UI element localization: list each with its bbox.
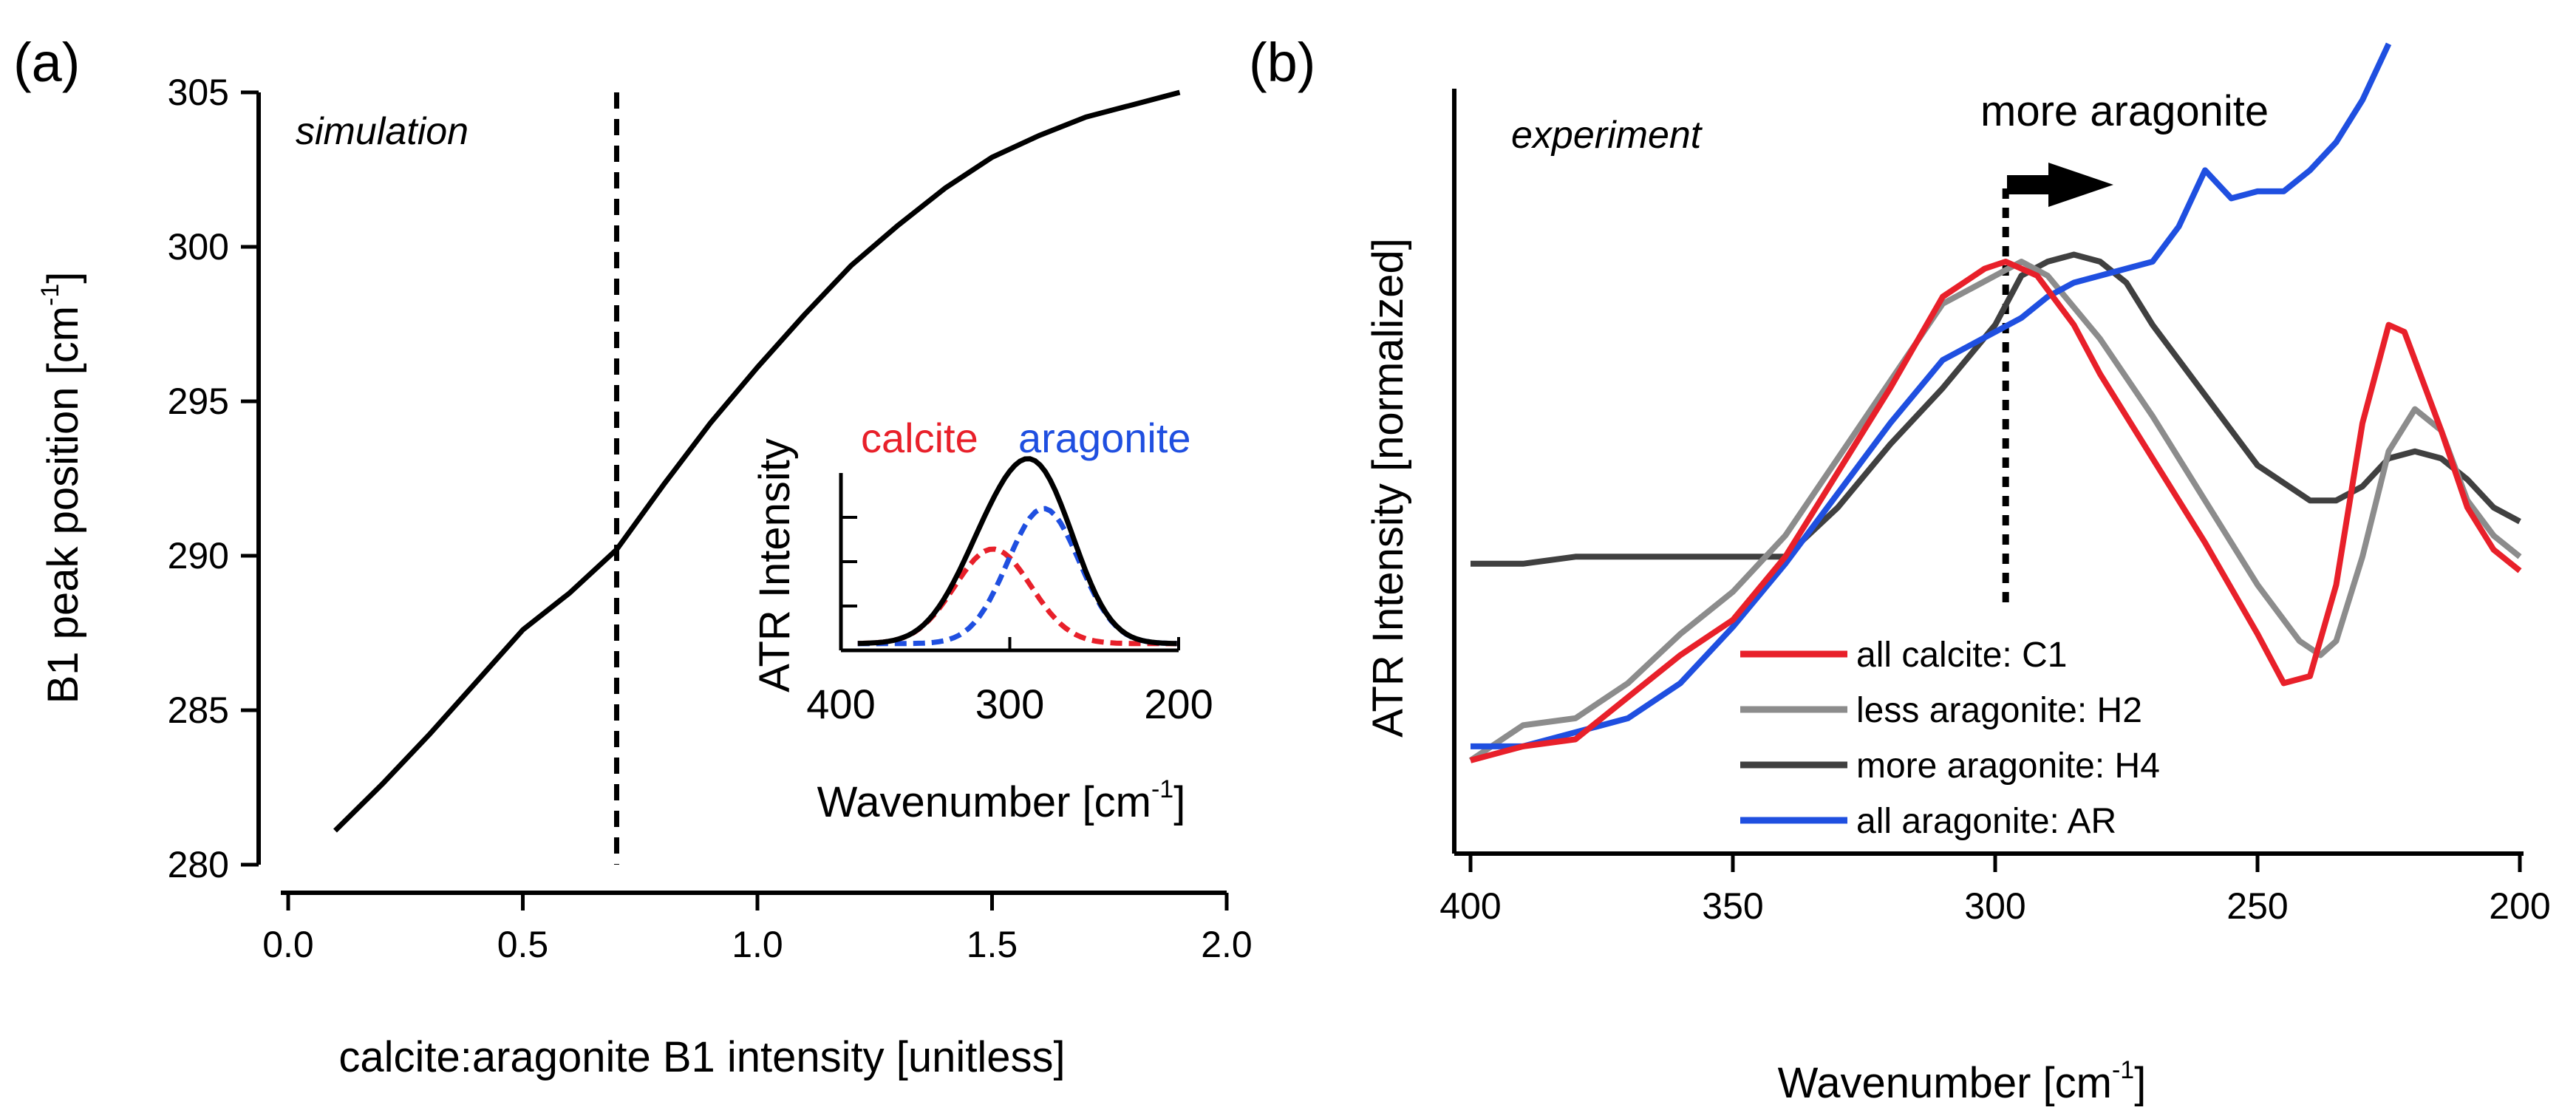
inset-x-axis-label-sup: -1 xyxy=(1151,775,1173,803)
inset-y-axis-label: ATR Intensity xyxy=(751,438,799,692)
panel-a-y-axis-label: B1 peak position [cm xyxy=(39,306,87,704)
panel-b-axes xyxy=(1452,89,2524,872)
panel-b-series-line xyxy=(1469,259,2522,763)
panel-b-x-tick-labels: 400 350 300 250 200 xyxy=(1439,885,2550,927)
panel-b-legend: all calcite: C1 less aragonite: H2 more ar… xyxy=(1740,636,2160,841)
panel-a-inset-chart: 400 300 200 calcite aragonite Wavenumber [… xyxy=(751,415,1213,826)
inset-x-tick-label: 200 xyxy=(1144,681,1213,727)
svg-text:Wavenumber [cm-1]: Wavenumber [cm-1] xyxy=(817,775,1186,826)
panel-b-legend-label: all aragonite: AR xyxy=(1856,802,2116,841)
panel-a-y-tick-label: 300 xyxy=(168,226,229,268)
panel-a-x-tick-label: 2.0 xyxy=(1201,924,1253,965)
panel-b-legend-label: less aragonite: H2 xyxy=(1856,691,2142,730)
panel-a-label: (a) xyxy=(13,32,80,93)
panel-a-y-tick-label: 285 xyxy=(168,690,229,731)
arrow-shaft xyxy=(2007,175,2051,194)
panel-b-y-axis-label-group: ATR Intensity [normalized] xyxy=(1364,238,1412,738)
inset-legend-calcite: calcite xyxy=(861,415,978,461)
panel-a-axes xyxy=(241,90,1229,911)
panel-b-y-axis-label: ATR Intensity [normalized] xyxy=(1364,238,1412,738)
panel-b-x-axis-label-end: ] xyxy=(2134,1059,2146,1107)
panel-b-arrow-label: more aragonite xyxy=(1980,87,2269,135)
panel-b-series-line xyxy=(1471,251,2521,567)
inset-legend-aragonite: aragonite xyxy=(1018,415,1191,461)
panel-a-x-tick-labels: 0.0 0.5 1.0 1.5 2.0 xyxy=(262,924,1253,965)
panel-b-series-line xyxy=(1471,42,2392,749)
panel-b-shift-arrow xyxy=(2007,163,2113,207)
panel-b-x-tick-label: 400 xyxy=(1439,885,1501,927)
panel-a-annotation: simulation xyxy=(296,110,468,153)
inset-x-axis-label: Wavenumber [cm xyxy=(817,778,1151,826)
panel-a-y-tick-label: 280 xyxy=(168,844,229,885)
panel-b-x-tick-label: 250 xyxy=(2226,885,2288,927)
panel-a-y-axis-label-end: ] xyxy=(39,272,87,284)
panel-b-series-line xyxy=(1468,259,2522,763)
panel-b-label: (b) xyxy=(1249,32,1315,93)
panel-a-y-axis-label-sup: -1 xyxy=(36,284,64,306)
panel-a-simulation-chart: (a) simulation 0.0 0.5 1.0 1.5 2.0 280 285 290… xyxy=(13,32,1253,1081)
panel-a-x-axis-label: calcite:aragonite B1 intensity [unitless… xyxy=(338,1033,1065,1081)
inset-calcite-dashed-line xyxy=(857,546,1177,647)
panel-a-y-tick-label: 290 xyxy=(168,535,229,576)
panel-b-legend-label: all calcite: C1 xyxy=(1856,636,2067,675)
panel-a-x-tick-label: 1.5 xyxy=(967,924,1018,965)
panel-a-y-axis-label-group: B1 peak position [cm-1] xyxy=(36,272,87,704)
panel-b-x-tick-label: 300 xyxy=(1964,885,2025,927)
panel-b-x-tick-label: 350 xyxy=(1702,885,1763,927)
inset-x-axis-label-end: ] xyxy=(1173,778,1185,826)
inset-axes xyxy=(839,473,1180,653)
panel-a-x-tick-label: 0.0 xyxy=(262,924,314,965)
arrow-head-icon xyxy=(2048,163,2113,207)
panel-a-x-tick-label: 0.5 xyxy=(497,924,549,965)
svg-text:Wavenumber [cm-1]: Wavenumber [cm-1] xyxy=(1778,1056,2147,1107)
panel-a-x-tick-label: 1.0 xyxy=(732,924,783,965)
inset-x-tick-label: 300 xyxy=(975,681,1044,727)
panel-a-series xyxy=(333,89,1181,833)
panel-b-x-axis-label: Wavenumber [cm xyxy=(1778,1059,2112,1107)
panel-b-experiment-chart: (b) experiment more aragonite 400 350 300 2… xyxy=(1249,32,2551,1107)
inset-aragonite-dashed-line xyxy=(857,506,1177,647)
panel-a-y-tick-label: 295 xyxy=(168,381,229,422)
inset-sum-line xyxy=(857,456,1177,647)
panel-a-y-tick-label: 305 xyxy=(168,72,229,113)
panel-b-x-tick-label: 200 xyxy=(2489,885,2550,927)
svg-text:B1 peak position [cm-1]: B1 peak position [cm-1] xyxy=(36,272,87,704)
panel-a-y-tick-labels: 280 285 290 295 300 305 xyxy=(168,72,229,885)
inset-series xyxy=(857,456,1177,647)
panel-b-x-axis-label-sup: -1 xyxy=(2112,1056,2134,1084)
panel-b-annotation: experiment xyxy=(1511,114,1703,157)
inset-y-axis-label-group: ATR Intensity xyxy=(751,438,799,692)
panel-b-series xyxy=(1468,42,2522,763)
panel-a-series-line xyxy=(333,89,1181,833)
panel-b-legend-label: more aragonite: H4 xyxy=(1856,746,2160,786)
inset-x-tick-labels: 400 300 200 xyxy=(806,681,1213,727)
inset-x-tick-label: 400 xyxy=(806,681,875,727)
